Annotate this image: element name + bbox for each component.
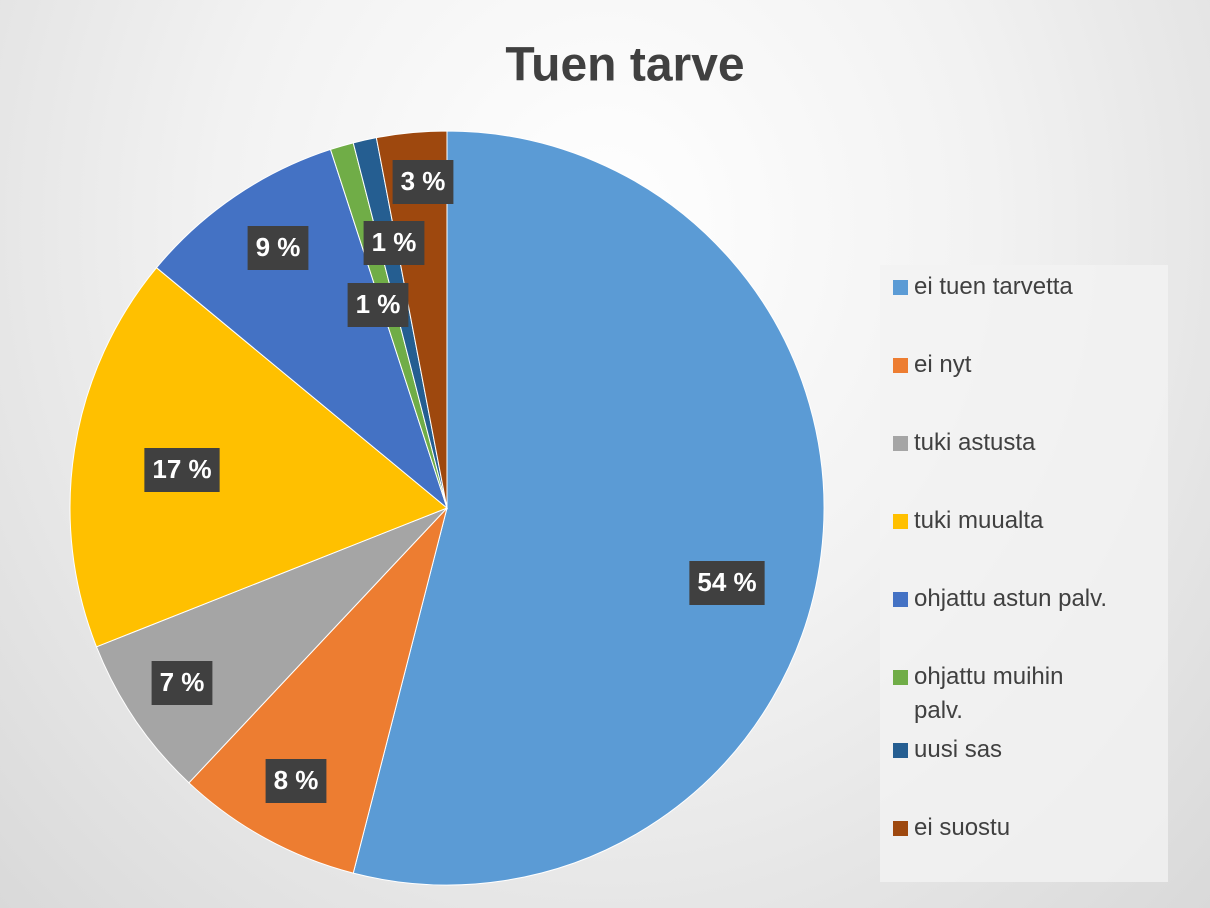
- data-label-bg: [247, 226, 309, 270]
- legend-label: ei nyt: [914, 351, 972, 378]
- data-label-bg: [265, 759, 327, 803]
- data-label-text: 1 %: [372, 227, 417, 257]
- data-label: 1 %: [363, 221, 425, 265]
- legend-swatch: [893, 280, 908, 295]
- pie-slice: [95, 507, 448, 784]
- legend-swatch: [893, 821, 908, 836]
- legend-item: uusi sas: [893, 733, 1114, 767]
- legend-swatch: [893, 592, 908, 607]
- data-label: 8 %: [265, 759, 327, 803]
- data-label-bg: [151, 661, 213, 705]
- legend-item: ei tuen tarvetta: [893, 270, 1114, 304]
- pie-slice: [188, 507, 448, 874]
- legend-label: uusi sas: [914, 736, 1003, 763]
- data-label-text: 7 %: [160, 667, 205, 697]
- data-label-bg: [689, 561, 765, 605]
- legend-swatch: [893, 514, 908, 529]
- data-label-bg: [144, 448, 220, 492]
- legend-label: ohjattu muihin palv.: [914, 663, 1064, 724]
- legend: ei tuen tarvetta ei nyt tuki astusta tuki m…: [880, 265, 1168, 882]
- data-label-bg: [347, 283, 409, 327]
- data-label: 9 %: [247, 226, 309, 270]
- data-label: 54 %: [689, 561, 765, 605]
- legend-item: tuki muualta: [893, 504, 1114, 538]
- data-label: 1 %: [347, 283, 409, 327]
- data-label: 3 %: [392, 160, 454, 204]
- data-label: 17 %: [144, 448, 220, 492]
- legend-item: ohjattu muihin palv.: [893, 660, 1114, 728]
- data-label-text: 3 %: [401, 166, 446, 196]
- legend-label: tuki astusta: [914, 429, 1036, 456]
- chart-title: Tuen tarve: [505, 39, 744, 92]
- data-label-text: 17 %: [152, 454, 211, 484]
- legend-item: ei suostu: [893, 811, 1114, 845]
- legend-label: ei suostu: [914, 814, 1011, 841]
- legend-item: tuki astusta: [893, 426, 1114, 460]
- legend-swatch: [893, 670, 908, 685]
- legend-label: ei tuen tarvetta: [914, 273, 1073, 300]
- data-label: 7 %: [151, 661, 213, 705]
- pie-slice: [155, 148, 449, 510]
- data-label-text: 1 %: [356, 289, 401, 319]
- pie-slice: [69, 266, 448, 648]
- data-label-bg: [363, 221, 425, 265]
- data-label-text: 8 %: [274, 765, 319, 795]
- legend-swatch: [893, 743, 908, 758]
- legend-swatch: [893, 358, 908, 373]
- data-label-text: 9 %: [256, 232, 301, 262]
- legend-label: tuki muualta: [914, 507, 1044, 534]
- legend-item: ohjattu astun palv.: [893, 582, 1114, 616]
- data-label-bg: [392, 160, 454, 204]
- legend-item: ei nyt: [893, 348, 1114, 382]
- data-label-text: 54 %: [697, 567, 756, 597]
- pie-slice: [352, 130, 825, 886]
- legend-swatch: [893, 436, 908, 451]
- legend-label: ohjattu astun palv.: [914, 585, 1108, 612]
